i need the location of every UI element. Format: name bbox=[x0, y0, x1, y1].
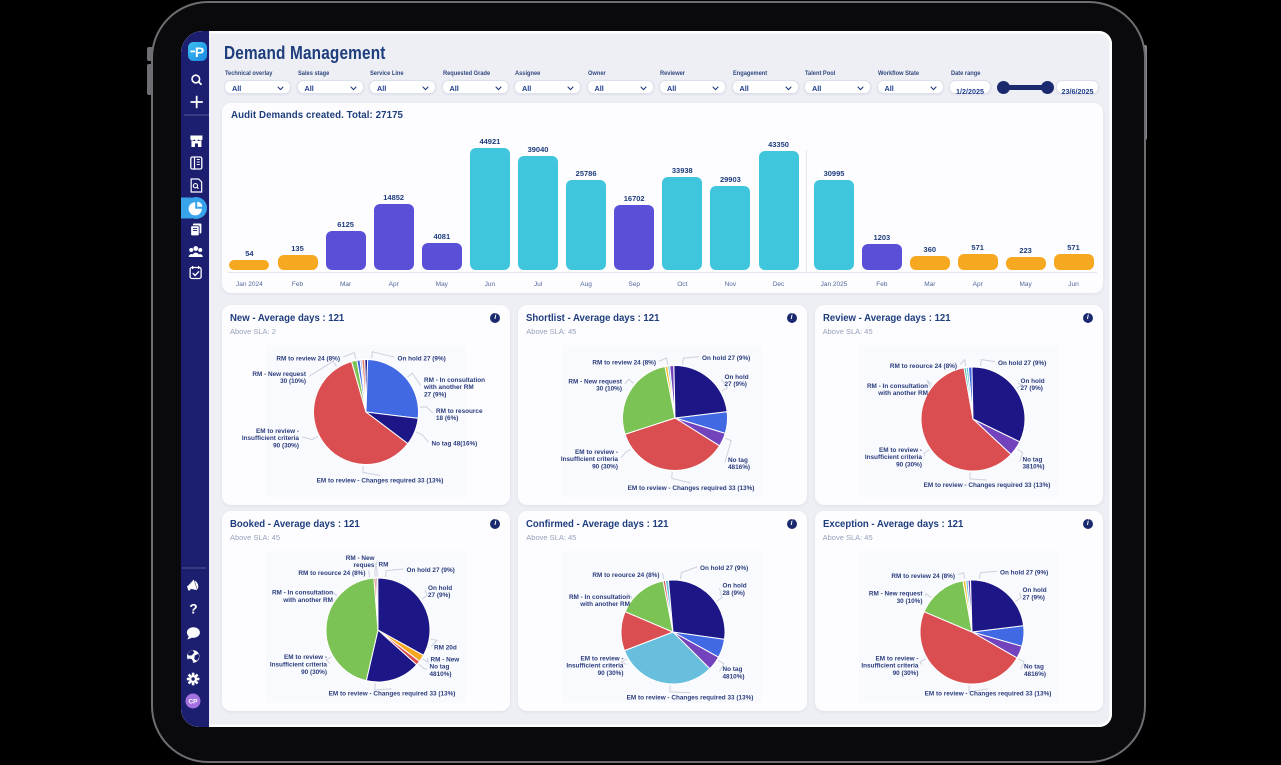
svg-text:On hold 27 (9%): On hold 27 (9%) bbox=[398, 355, 446, 362]
svg-text:with another RM: with another RM bbox=[423, 384, 474, 391]
svg-text:EM to review - Changes require: EM to review - Changes required 33 (13%) bbox=[925, 691, 1052, 698]
svg-text:30 (10%): 30 (10%) bbox=[280, 378, 306, 385]
svg-text:EM to review -: EM to review - bbox=[876, 655, 919, 662]
svg-text:No tag: No tag bbox=[728, 457, 748, 464]
svg-text:with another RM: with another RM bbox=[579, 601, 630, 608]
svg-text:EM to review - Changes require: EM to review - Changes required 33 (13%) bbox=[924, 482, 1051, 489]
svg-text:No tag 48(16%): No tag 48(16%) bbox=[432, 440, 478, 447]
svg-text:27 (9%): 27 (9%) bbox=[428, 592, 450, 599]
svg-text:27 (9%): 27 (9%) bbox=[1021, 385, 1043, 392]
svg-text:No tag: No tag bbox=[430, 664, 450, 671]
svg-text:EM to review -: EM to review - bbox=[575, 449, 618, 456]
svg-text:90 (30%): 90 (30%) bbox=[598, 670, 624, 677]
svg-text:30 (10%): 30 (10%) bbox=[897, 598, 923, 605]
svg-text:RM - In consultation: RM - In consultation bbox=[272, 590, 333, 597]
svg-text:On hold 27 (9%): On hold 27 (9%) bbox=[702, 355, 750, 362]
svg-text:On hold 27 (9%): On hold 27 (9%) bbox=[407, 567, 455, 574]
svg-text:18 (6%): 18 (6%) bbox=[436, 415, 458, 422]
svg-text:RM - In consultation: RM - In consultation bbox=[424, 377, 485, 384]
svg-text:EM to review - Changes require: EM to review - Changes required 33 (13%) bbox=[329, 691, 456, 698]
svg-text:3810%): 3810%) bbox=[1023, 464, 1045, 471]
svg-text:RM to review 24 (8%): RM to review 24 (8%) bbox=[592, 359, 656, 366]
svg-text:No tag: No tag bbox=[1023, 456, 1043, 463]
svg-text:RM - New: RM - New bbox=[346, 555, 375, 562]
svg-text:EM to review - Changes require: EM to review - Changes required 33 (13%) bbox=[317, 477, 444, 484]
svg-text:On hold: On hold bbox=[723, 583, 747, 590]
svg-text:RM - In consultation: RM - In consultation bbox=[569, 594, 630, 601]
svg-text:On hold 27 (9%): On hold 27 (9%) bbox=[1000, 570, 1048, 577]
svg-text:RM to reource 24 (8%): RM to reource 24 (8%) bbox=[592, 572, 659, 579]
svg-text:RM to reource 24 (8%): RM to reource 24 (8%) bbox=[890, 363, 957, 370]
svg-text:90 (30%): 90 (30%) bbox=[592, 463, 618, 470]
svg-text:EM to review -: EM to review - bbox=[879, 447, 922, 454]
svg-text:Insufficient criteria: Insufficient criteria bbox=[561, 456, 619, 463]
svg-text:RM: RM bbox=[379, 561, 389, 568]
svg-text:4816%): 4816%) bbox=[728, 464, 750, 471]
svg-text:P: P bbox=[195, 44, 204, 60]
svg-text:RM - New request: RM - New request bbox=[869, 591, 923, 598]
svg-text:EM to review - Changes require: EM to review - Changes required 33 (13%) bbox=[627, 695, 754, 702]
svg-text:?: ? bbox=[189, 602, 197, 617]
svg-text:EM to review - Changes require: EM to review - Changes required 33 (13%) bbox=[628, 485, 755, 492]
svg-text:Insufficient criteria: Insufficient criteria bbox=[270, 662, 328, 669]
svg-text:RM to review 24 (8%): RM to review 24 (8%) bbox=[891, 573, 955, 580]
svg-text:RM - New request: RM - New request bbox=[568, 378, 622, 385]
svg-text:4816%): 4816%) bbox=[1024, 671, 1046, 678]
svg-text:28 (9%): 28 (9%) bbox=[723, 590, 745, 597]
svg-text:On hold 27 (9%): On hold 27 (9%) bbox=[998, 360, 1046, 367]
svg-text:EM to review -: EM to review - bbox=[256, 428, 299, 435]
svg-text:RM to reource 24 (8%): RM to reource 24 (8%) bbox=[298, 570, 365, 577]
svg-text:No tag: No tag bbox=[1024, 664, 1044, 671]
svg-text:EM to review -: EM to review - bbox=[284, 654, 327, 661]
svg-text:4810%): 4810%) bbox=[723, 673, 745, 680]
svg-text:90 (30%): 90 (30%) bbox=[896, 461, 922, 468]
svg-text:No tag: No tag bbox=[723, 666, 743, 673]
svg-text:RM - New request: RM - New request bbox=[252, 371, 306, 378]
svg-text:90 (30%): 90 (30%) bbox=[893, 670, 919, 677]
svg-text:90 (30%): 90 (30%) bbox=[301, 669, 327, 676]
svg-text:RM - New: RM - New bbox=[431, 656, 460, 663]
svg-text:27 (9%): 27 (9%) bbox=[725, 381, 747, 388]
svg-text:90 (30%): 90 (30%) bbox=[273, 442, 299, 449]
svg-text:CP: CP bbox=[188, 699, 198, 706]
svg-text:with another RM: with another RM bbox=[877, 390, 928, 397]
svg-text:On hold: On hold bbox=[428, 585, 452, 592]
svg-text:27 (9%): 27 (9%) bbox=[424, 391, 446, 398]
svg-text:27 (9%): 27 (9%) bbox=[1023, 595, 1045, 602]
svg-text:reques: reques bbox=[354, 562, 375, 569]
svg-text:4810%): 4810%) bbox=[430, 671, 452, 678]
svg-text:RM to resource: RM to resource bbox=[436, 408, 483, 415]
svg-text:Insufficient criteria: Insufficient criteria bbox=[865, 454, 923, 461]
svg-text:Insufficient criteria: Insufficient criteria bbox=[242, 435, 300, 442]
svg-text:RM 20d: RM 20d bbox=[434, 645, 457, 652]
svg-text:RM to review 24 (8%): RM to review 24 (8%) bbox=[276, 355, 340, 362]
svg-text:On hold: On hold bbox=[725, 374, 749, 381]
svg-text:On hold: On hold bbox=[1023, 587, 1047, 594]
svg-text:RM - In consultation: RM - In consultation bbox=[867, 383, 928, 390]
svg-text:Insufficient criteria: Insufficient criteria bbox=[861, 663, 919, 670]
svg-text:On hold: On hold bbox=[1021, 378, 1045, 385]
svg-text:On hold 27 (9%): On hold 27 (9%) bbox=[700, 565, 748, 572]
svg-text:with another RM: with another RM bbox=[282, 597, 333, 604]
svg-text:EM to review -: EM to review - bbox=[581, 655, 624, 662]
svg-text:Insufficient criteria: Insufficient criteria bbox=[566, 663, 624, 670]
svg-text:30 (10%): 30 (10%) bbox=[596, 386, 622, 393]
